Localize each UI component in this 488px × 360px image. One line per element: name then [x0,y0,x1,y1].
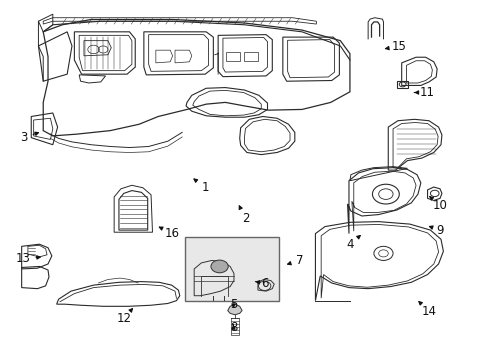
Text: 16: 16 [159,227,180,240]
Text: 10: 10 [429,197,447,212]
Text: 15: 15 [385,40,406,53]
Text: 14: 14 [418,301,436,318]
Text: 4: 4 [346,235,360,251]
Text: 5: 5 [229,298,237,311]
FancyBboxPatch shape [184,237,279,301]
Text: 12: 12 [116,309,132,325]
Text: 9: 9 [428,224,443,237]
Text: 6: 6 [255,276,268,289]
Circle shape [210,260,228,273]
Text: 1: 1 [194,179,208,194]
Text: 2: 2 [239,206,249,225]
Text: 13: 13 [16,252,40,265]
Text: 11: 11 [414,86,434,99]
Text: 8: 8 [229,321,237,334]
Text: 7: 7 [287,254,303,267]
Text: 3: 3 [20,131,39,144]
Polygon shape [227,304,242,315]
Bar [396,81,407,87]
